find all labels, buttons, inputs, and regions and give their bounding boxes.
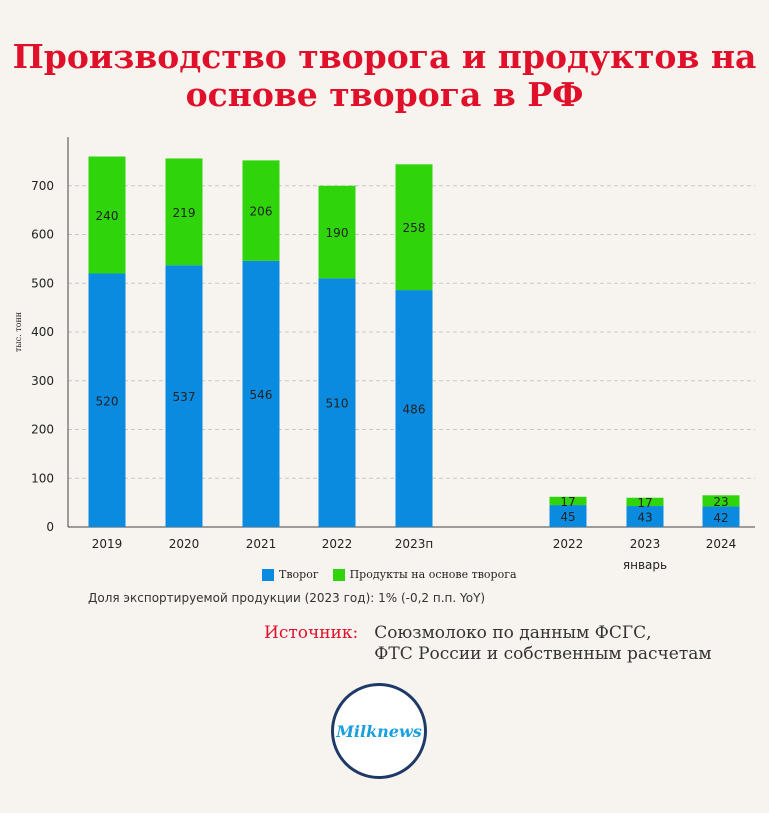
- x-tick-label: 2019: [92, 537, 123, 551]
- bar-tvorog: [318, 278, 356, 527]
- data-label-products: 240: [96, 209, 119, 223]
- data-label-tvorog: 486: [403, 403, 426, 417]
- bar-tvorog: [626, 506, 664, 527]
- bar-tvorog: [549, 505, 587, 527]
- x-tick-label: 2023: [630, 537, 661, 551]
- y-tick-label: 200: [31, 423, 54, 437]
- bar-products: [318, 185, 356, 279]
- data-label-tvorog: 546: [250, 388, 273, 402]
- y-tick-label: 0: [46, 520, 54, 534]
- legend-swatch-products: [332, 568, 345, 581]
- chart-title-line-2: основе творога в РФ: [185, 75, 584, 114]
- source-block: Источник: Союзмолоко по данным ФСГС, ФТС…: [264, 623, 712, 665]
- bar-products: [549, 496, 587, 506]
- x-tick-label: 2022: [322, 537, 353, 551]
- x-tick-label: 2021: [246, 537, 277, 551]
- x-group-label: январь: [623, 558, 667, 572]
- logo-text: Milknews: [336, 721, 422, 741]
- data-label-products: 17: [560, 495, 575, 509]
- data-label-tvorog: 45: [560, 510, 575, 524]
- y-tick-label: 300: [31, 374, 54, 388]
- data-label-products: 17: [637, 496, 652, 510]
- bar-tvorog: [165, 265, 203, 527]
- export-share-note: Доля экспортируемой продукции (2023 год)…: [88, 591, 486, 605]
- y-tick-label: 600: [31, 228, 54, 242]
- x-tick-label: 2022: [553, 537, 584, 551]
- source-text: Союзмолоко по данным ФСГС, ФТС России и …: [374, 623, 711, 665]
- data-label-tvorog: 520: [96, 394, 119, 408]
- y-tick-label: 700: [31, 179, 54, 193]
- y-axis-label: тыс. тонн: [14, 312, 23, 352]
- x-tick-label: 2024: [706, 537, 737, 551]
- source-line-2: ФТС России и собственным расчетам: [374, 644, 712, 664]
- legend-item-tvorog: Творог: [262, 568, 319, 581]
- bar-tvorog: [88, 273, 126, 527]
- legend-swatch-tvorog: [262, 568, 274, 581]
- data-label-tvorog: 537: [173, 390, 196, 404]
- legend-item-products: Продукты на основе творога: [332, 568, 517, 581]
- bar-products: [702, 495, 740, 507]
- data-label-products: 219: [173, 206, 196, 220]
- bar-products: [165, 158, 203, 266]
- bar-products: [242, 160, 280, 261]
- data-label-products: 206: [250, 205, 273, 219]
- chart-legend: Творог Продукты на основе творога: [262, 568, 531, 581]
- bar-products: [395, 164, 433, 291]
- data-label-tvorog: 43: [637, 511, 652, 525]
- y-tick-label: 400: [31, 325, 54, 339]
- bar-tvorog: [242, 260, 280, 527]
- data-label-products: 190: [326, 226, 349, 240]
- data-label-tvorog: 42: [713, 511, 728, 525]
- data-label-tvorog: 510: [326, 397, 349, 411]
- source-label: Источник:: [264, 623, 359, 643]
- bar-chart: 0 100 200 300 400 500 600 700 тыс. тонн 520 240 201…: [14, 137, 755, 572]
- y-tick-label: 500: [31, 276, 54, 290]
- legend-label-tvorog: Творог: [279, 568, 319, 581]
- bar-tvorog: [702, 506, 740, 527]
- x-tick-label: 2020: [169, 537, 200, 551]
- data-label-products: 23: [713, 495, 728, 509]
- data-label-products: 258: [403, 221, 426, 235]
- legend-label-products: Продукты на основе творога: [349, 568, 517, 581]
- x-tick-label: 2023п: [395, 537, 433, 551]
- y-tick-label: 100: [31, 471, 54, 485]
- chart-title: Производство творога и продуктов на осно…: [0, 38, 769, 114]
- milknews-logo[interactable]: Milknews: [331, 683, 427, 779]
- bar-products: [88, 156, 126, 274]
- bar-tvorog: [395, 290, 433, 527]
- chart-title-line-1: Производство творога и продуктов на: [12, 37, 757, 76]
- bar-products: [626, 497, 664, 507]
- source-line-1: Союзмолоко по данным ФСГС,: [374, 623, 652, 643]
